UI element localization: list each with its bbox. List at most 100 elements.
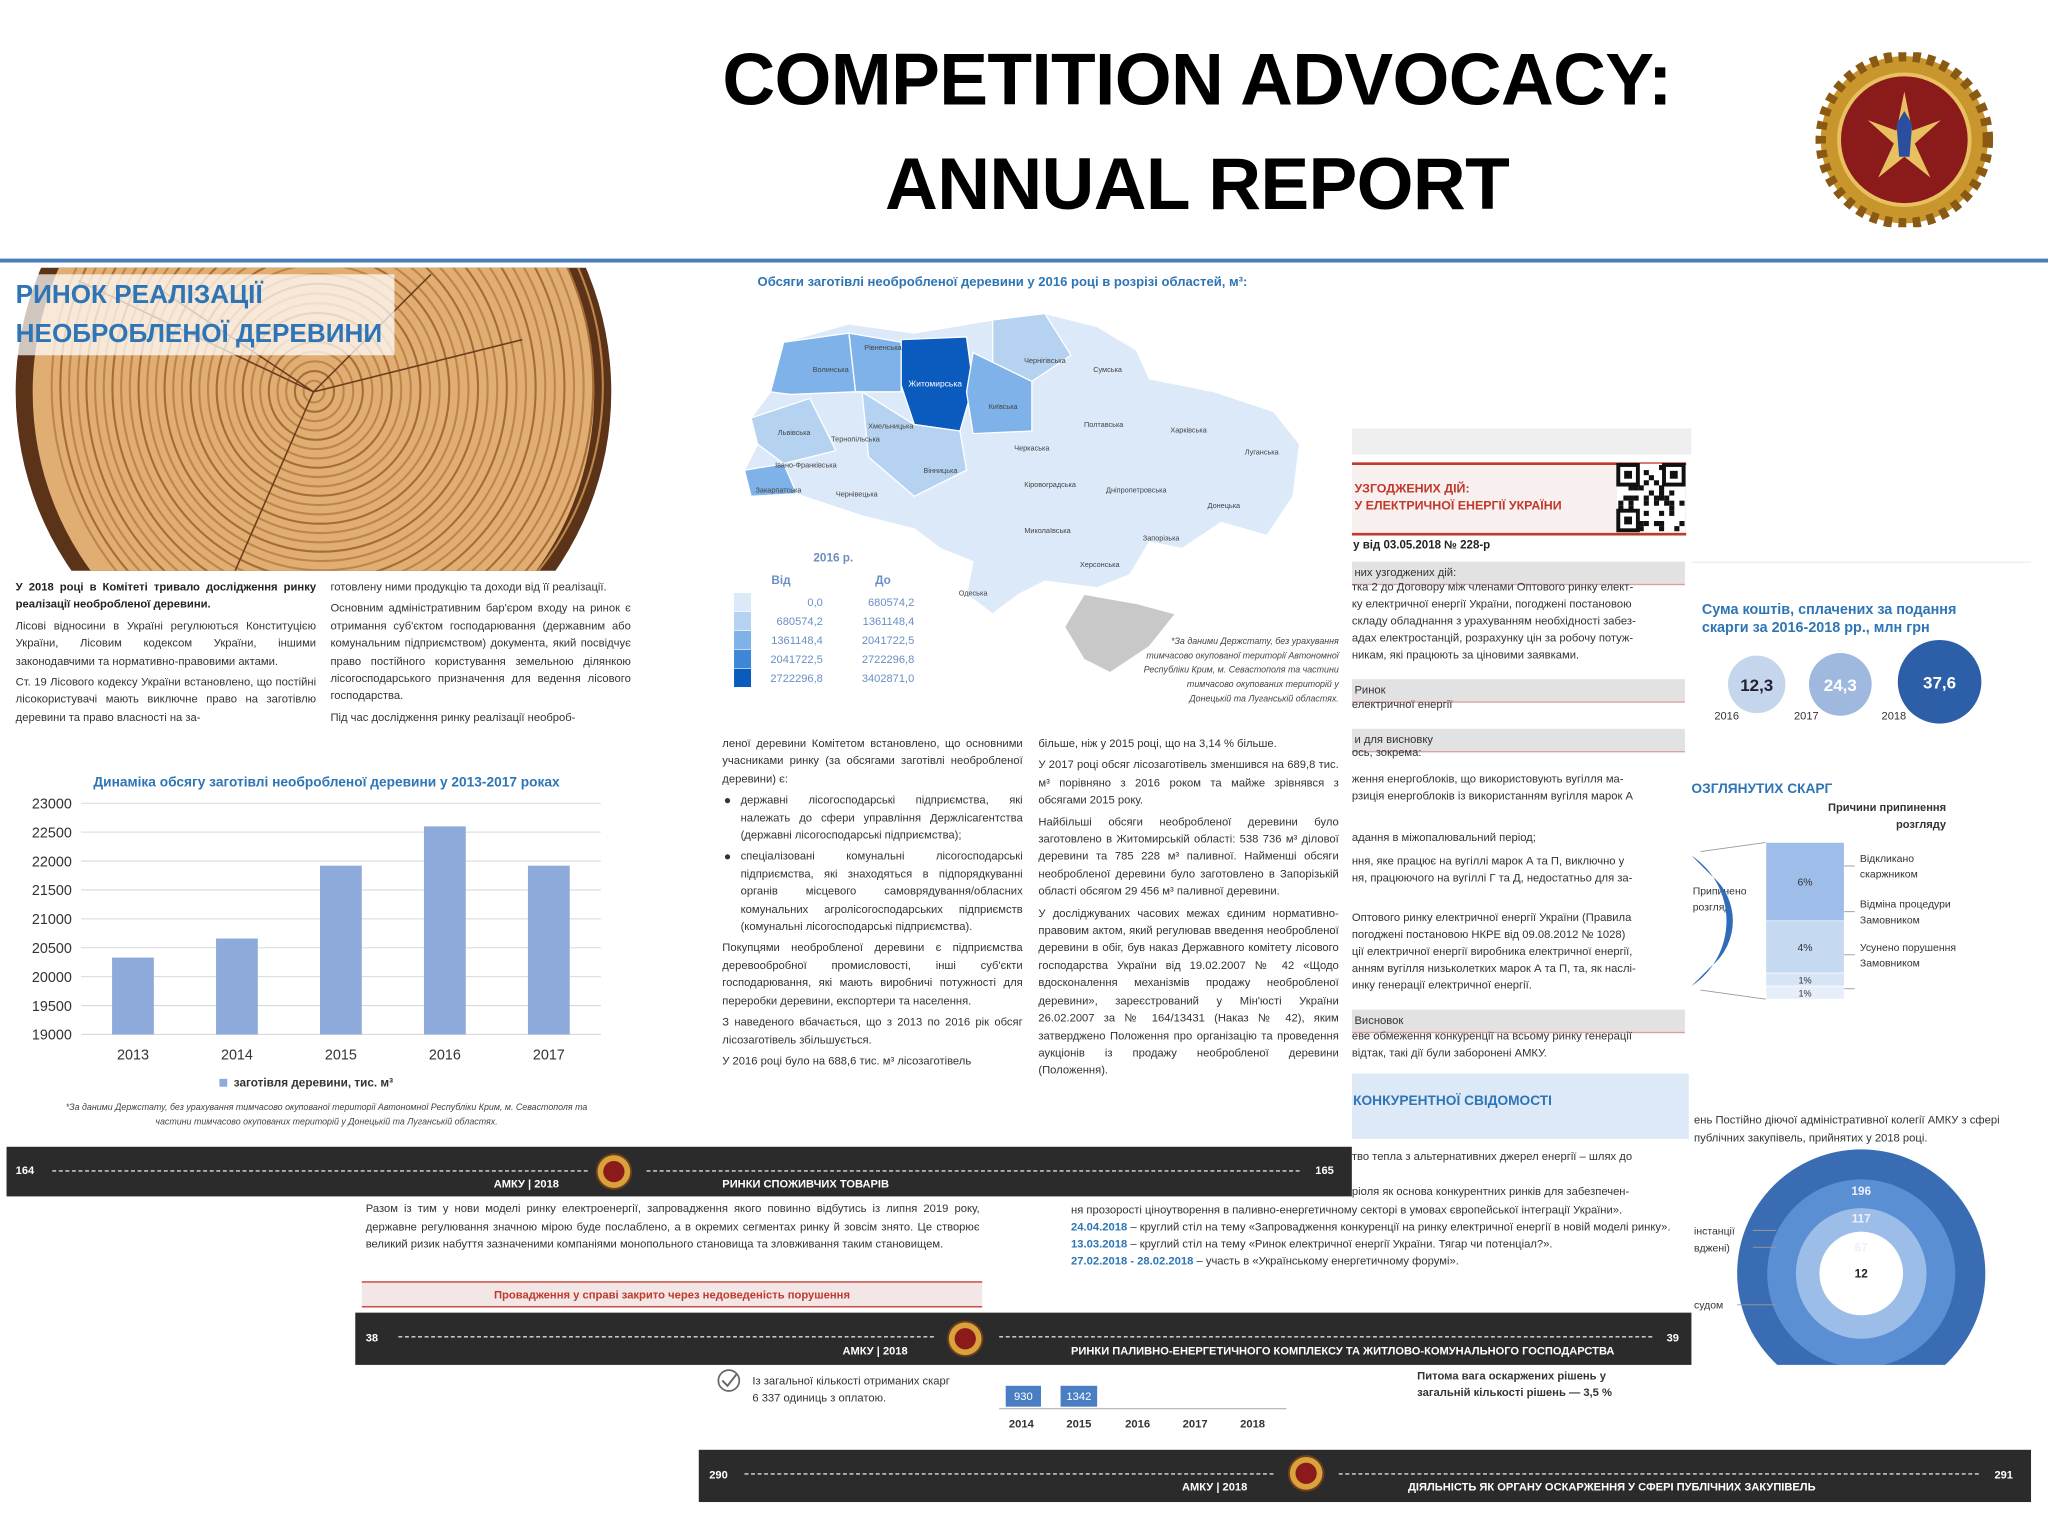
year-label: 2016 (1125, 1417, 1151, 1431)
table-row (1351, 561, 1685, 586)
text-line: тво тепла з альтернативних джерел енергі… (1351, 1149, 1633, 1163)
paragraph: Ст. 19 Лісового кодексу України встановл… (15, 675, 317, 724)
text-line: ось, зокрема: (1351, 745, 1422, 759)
bullet (724, 854, 731, 861)
event: 13.03.2018 – круглий стіл на тему «Ринок… (1071, 1236, 1685, 1253)
closed-box: Провадження у справі закрито через недов… (361, 1281, 983, 1308)
footer-section: РИНКИ ПАЛИВНО-ЕНЕРГЕТИЧНОГО КОМПЛЕКСУ ТА… (1071, 1344, 1615, 1358)
page-number: 291 (1994, 1468, 2013, 1482)
heading-line: НЕОБРОБЛЕНОЇ ДЕРЕВИНИ (15, 320, 383, 349)
share-text: Питома вага оскаржених рішень у (1417, 1368, 1606, 1382)
decisions-text: ень Постійно діючої адміністративної кол… (1694, 1112, 2000, 1145)
year-label: 2014 (1008, 1417, 1034, 1431)
decree: у від 03.05.2018 № 228-р (1353, 538, 1491, 552)
text-line: рзиція енергоблоків із використанням вуг… (1351, 788, 1633, 802)
logo (1815, 52, 1994, 228)
paragraph: леної деревини Комітетом встановлено, що… (722, 736, 1023, 785)
text-line: никам, які працюють за ціновими заявками… (1351, 647, 1580, 661)
section-heading: ОЗГЛЯНУТИХ СКАРГ (1691, 781, 1833, 797)
page-number: 164 (15, 1163, 35, 1177)
event: 24.04.2018 – круглий стіл на тему «Запро… (1071, 1219, 1685, 1236)
paragraph: Разом із тим у нови моделі ринку електро… (365, 1201, 980, 1250)
share-text: загальній кількості рішень — 3,5 % (1417, 1385, 1613, 1399)
event-date: 24.04.2018 (1071, 1219, 1128, 1233)
footer-section: ДІЯЛЬНІСТЬ ЯК ОРГАНУ ОСКАРЖЕННЯ У СФЕРІ … (1408, 1479, 1816, 1493)
event-text: – круглий стіл на тему «Ринок електрично… (1130, 1236, 1553, 1250)
paragraph: У 2016 році було на 688,6 тис. м³ лісоза… (722, 1053, 972, 1067)
complaints-text: Із загальної кількості отриманих скарг (752, 1374, 950, 1388)
text-line: електричної енергії (1351, 697, 1453, 711)
paragraph: Під час дослідження ринку реалізації нео… (330, 710, 576, 724)
text-column: леної деревини Комітетом встановлено, що… (722, 735, 1022, 1074)
top-band (1351, 428, 1692, 455)
text-line: ження енергоблоків, що використовують ву… (1351, 771, 1624, 785)
text-line: ння, яке працює на вугіллі марок А та П,… (1351, 854, 1625, 868)
title-line: ANNUAL REPORT (885, 142, 1510, 225)
page-number: 165 (1315, 1163, 1334, 1177)
baseline (999, 1408, 1287, 1410)
footer-emblem (946, 1320, 984, 1358)
bullet-item: державні лісогосподарські підприємства, … (722, 792, 1023, 845)
text-column: У 2018 році в Комітеті тривало досліджен… (16, 579, 316, 731)
table-row (1351, 679, 1685, 703)
chart-title: Динаміка обсягу заготівлі необробленої д… (93, 774, 560, 791)
legend-swatch (219, 1078, 228, 1087)
page-number: 38 (365, 1330, 379, 1345)
heading-line: УЗГОДЖЕНИХ ДІЙ: (1354, 481, 1470, 497)
bar-label-box: 930 (1005, 1385, 1041, 1407)
row-text: них узгоджених дій: (1354, 565, 1457, 579)
footer-bar (698, 1449, 2032, 1503)
logo-teeth (1815, 52, 1994, 228)
heading-line: РИНОК РЕАЛІЗАЦІЇ (15, 280, 263, 310)
row-text: Ринок (1354, 683, 1386, 697)
text-line: ня, працюючого на вугіллі Г та Д, недост… (1351, 871, 1633, 885)
text-line: складу обладнання з урахуванням необхідн… (1351, 613, 1636, 627)
section-heading: КОНКУРЕНТНОЇ СВІДОМОСТІ (1353, 1093, 1552, 1109)
text-column: більше, ніж у 2015 році, що на 3,14 % бі… (1038, 735, 1338, 1083)
bullet (724, 798, 731, 804)
text-line: відтак, такі дії були заборонені АМКУ. (1351, 1046, 1547, 1060)
bullet-item: спеціалізовані комунальні лісогосподарсь… (722, 848, 1023, 936)
page-number: 39 (1666, 1330, 1679, 1345)
logo-trident (1896, 111, 1913, 157)
row-text: Висновок (1354, 1013, 1404, 1027)
footer-brand: АМКУ | 2018 (842, 1344, 908, 1358)
footer-dashes (1338, 1473, 1979, 1475)
footer-bar (355, 1312, 1692, 1365)
footer-dashes (999, 1336, 1653, 1338)
title-line: COMPETITION ADVOCACY: (722, 37, 1672, 121)
paragraph: більше, ніж у 2015 році, що на 3,14 % бі… (1038, 736, 1277, 750)
page-number: 290 (709, 1468, 728, 1482)
text-line: инку генерації електричної енергії. (1351, 978, 1532, 992)
fees-title: Сума коштів, сплачених за подання скарги… (1701, 602, 1957, 637)
paragraph: Покупцями необробленої деревини є підпри… (722, 941, 1023, 1007)
complaints-text: 6 337 одиниць з оплатою. (752, 1391, 887, 1405)
footer-emblem (595, 1153, 633, 1190)
heading-panel (13, 274, 395, 356)
page-background (1691, 561, 2032, 1452)
paragraph: Основним адміністративним бар'єром входу… (330, 601, 631, 702)
event: 27.02.2018 - 28.02.2018 – участь в «Укра… (1071, 1253, 1685, 1270)
text-line: ріоля як основа конкурентних ринків для … (1351, 1184, 1630, 1198)
map-title: Обсяги заготівлі необробленої деревини у… (757, 275, 1248, 290)
paragraph: З наведеного вбачається, що з 2013 по 20… (722, 1014, 1023, 1046)
text-line: Оптового ринку електричної енергії Украї… (1351, 910, 1632, 924)
text-line: ції електричної енергії виробника електр… (1351, 944, 1633, 958)
row-text: и для висновку (1354, 732, 1434, 746)
header-rule (0, 258, 2048, 263)
stopped-label: Припинено розгляд (1692, 885, 1747, 913)
paragraph: Найбільші обсяги необробленої деревини б… (1038, 814, 1339, 898)
event-text: – участь в «Українському енергетичному ф… (1196, 1253, 1459, 1267)
footer-emblem (1287, 1455, 1325, 1492)
text-line: ку електричної енергії України, погоджен… (1351, 596, 1632, 610)
text-line: анням вугілля низьколетких марок А та П,… (1351, 961, 1636, 975)
paragraph: Лісові відносини в Україні регулюються К… (15, 618, 317, 667)
heading-line: У ЕЛЕКТРИЧНОЇ ЕНЕРГІЇ УКРАЇНИ (1354, 498, 1562, 514)
year-label: 2015 (1066, 1417, 1092, 1431)
footer-brand: АМКУ | 2018 (1182, 1479, 1248, 1493)
footer-dashes (398, 1336, 934, 1338)
event-date: 27.02.2018 - 28.02.2018 (1071, 1253, 1194, 1267)
footer-dashes (744, 1473, 1274, 1475)
table-row (1351, 728, 1685, 753)
